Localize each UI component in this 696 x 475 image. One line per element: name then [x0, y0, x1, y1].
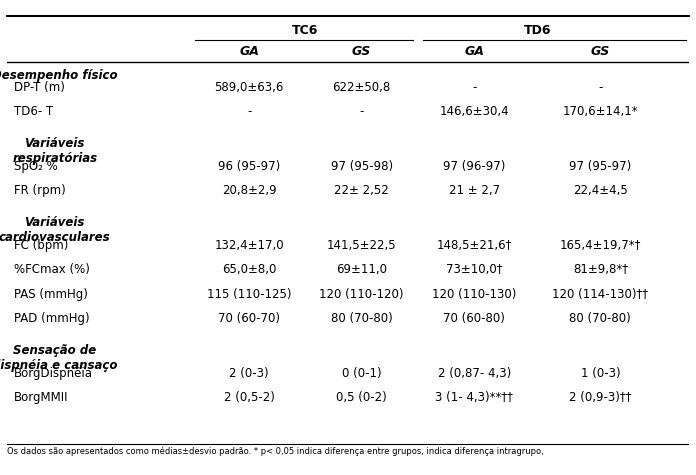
- Text: TD6- T: TD6- T: [14, 105, 53, 118]
- Text: GA: GA: [464, 45, 484, 58]
- Text: 622±50,8: 622±50,8: [333, 81, 390, 94]
- Text: 589,0±63,6: 589,0±63,6: [214, 81, 284, 94]
- Text: 22,4±4,5: 22,4±4,5: [573, 184, 628, 197]
- Text: 2 (0,87- 4,3): 2 (0,87- 4,3): [438, 367, 511, 380]
- Text: 65,0±8,0: 65,0±8,0: [222, 264, 276, 276]
- Text: GA: GA: [239, 45, 259, 58]
- Text: 2 (0-3): 2 (0-3): [229, 367, 269, 380]
- Text: 21 ± 2,7: 21 ± 2,7: [449, 184, 500, 197]
- Text: FC (bpm): FC (bpm): [14, 239, 68, 252]
- Text: 170,6±14,1*: 170,6±14,1*: [562, 105, 638, 118]
- Text: PAS (mmHg): PAS (mmHg): [14, 287, 88, 301]
- Text: 115 (110-125): 115 (110-125): [207, 287, 292, 301]
- Text: 70 (60-70): 70 (60-70): [218, 312, 280, 325]
- Text: 120 (114-130)††: 120 (114-130)††: [553, 287, 649, 301]
- Text: 96 (95-97): 96 (95-97): [218, 160, 280, 173]
- Text: 132,4±17,0: 132,4±17,0: [214, 239, 284, 252]
- Text: 20,8±2,9: 20,8±2,9: [222, 184, 276, 197]
- Text: 81±9,8*†: 81±9,8*†: [573, 264, 628, 276]
- Text: 2 (0,9-3)††: 2 (0,9-3)††: [569, 391, 631, 404]
- Text: cardiovasculares: cardiovasculares: [0, 231, 111, 244]
- Text: FR (rpm): FR (rpm): [14, 184, 65, 197]
- Text: TD6: TD6: [523, 24, 551, 37]
- Text: dispnéia e cansaço: dispnéia e cansaço: [0, 359, 118, 371]
- Text: 22± 2,52: 22± 2,52: [334, 184, 389, 197]
- Text: 165,4±19,7*†: 165,4±19,7*†: [560, 239, 641, 252]
- Text: 148,5±21,6†: 148,5±21,6†: [436, 239, 512, 252]
- Text: 97 (96-97): 97 (96-97): [443, 160, 505, 173]
- Text: 80 (70-80): 80 (70-80): [569, 312, 631, 325]
- Text: 97 (95-98): 97 (95-98): [331, 160, 393, 173]
- Text: 69±11,0: 69±11,0: [336, 264, 387, 276]
- Text: 0,5 (0-2): 0,5 (0-2): [336, 391, 387, 404]
- Text: 146,6±30,4: 146,6±30,4: [439, 105, 509, 118]
- Text: GS: GS: [352, 45, 371, 58]
- Text: 120 (110-130): 120 (110-130): [432, 287, 516, 301]
- Text: 80 (70-80): 80 (70-80): [331, 312, 393, 325]
- Text: 73±10,0†: 73±10,0†: [446, 264, 503, 276]
- Text: BorgDispnéia: BorgDispnéia: [14, 367, 93, 380]
- Text: respiratórias: respiratórias: [12, 152, 97, 165]
- Text: 141,5±22,5: 141,5±22,5: [327, 239, 397, 252]
- Text: 70 (60-80): 70 (60-80): [443, 312, 505, 325]
- Text: Variáveis: Variáveis: [24, 137, 85, 150]
- Text: SpO₂ %: SpO₂ %: [14, 160, 58, 173]
- Text: 97 (95-97): 97 (95-97): [569, 160, 631, 173]
- Text: DP-T (m): DP-T (m): [14, 81, 65, 94]
- Text: -: -: [359, 105, 364, 118]
- Text: Sensação de: Sensação de: [13, 343, 96, 357]
- Text: PAD (mmHg): PAD (mmHg): [14, 312, 89, 325]
- Text: TC6: TC6: [292, 24, 319, 37]
- Text: Desempenho físico: Desempenho físico: [0, 68, 118, 82]
- Text: -: -: [472, 81, 476, 94]
- Text: BorgMMII: BorgMMII: [14, 391, 68, 404]
- Text: 3 (1- 4,3)**††: 3 (1- 4,3)**††: [435, 391, 513, 404]
- Text: 120 (110-120): 120 (110-120): [319, 287, 404, 301]
- Text: 1 (0-3): 1 (0-3): [580, 367, 620, 380]
- Text: -: -: [598, 81, 603, 94]
- Text: GS: GS: [591, 45, 610, 58]
- Text: Os dados são apresentados como médias±desvio padrão. * p< 0,05 indica diferença : Os dados são apresentados como médias±de…: [7, 446, 544, 456]
- Text: 2 (0,5-2): 2 (0,5-2): [223, 391, 274, 404]
- Text: %FCmax (%): %FCmax (%): [14, 264, 90, 276]
- Text: Variáveis: Variáveis: [24, 216, 85, 229]
- Text: -: -: [247, 105, 251, 118]
- Text: 0 (0-1): 0 (0-1): [342, 367, 381, 380]
